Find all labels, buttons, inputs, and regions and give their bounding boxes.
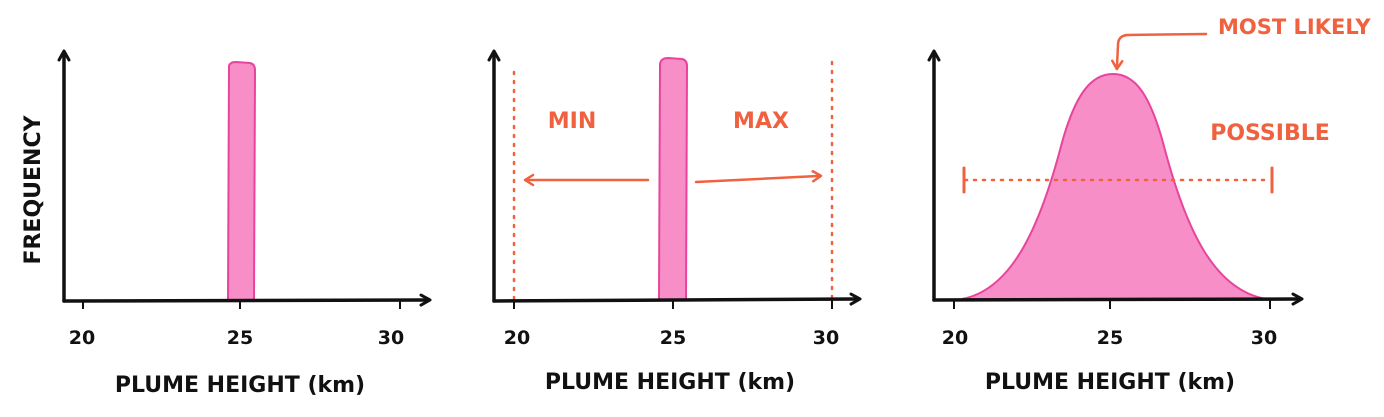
panel-3-most-likely-arrow bbox=[1110, 32, 1208, 71]
panel-2-x-label: PLUME HEIGHT (km) bbox=[545, 370, 795, 395]
panel-1-tick-label-20: 20 bbox=[69, 327, 95, 349]
panel-3-x-axis bbox=[932, 292, 1304, 306]
panel-2-max-arrow bbox=[694, 170, 823, 184]
panel-1-bar bbox=[226, 60, 257, 301]
panel-1-x-axis bbox=[62, 293, 432, 307]
panel-3-tick-label-30: 30 bbox=[1251, 327, 1277, 349]
panel-3-tick-label-25: 25 bbox=[1097, 327, 1123, 349]
panel-2-min-label: MIN bbox=[548, 109, 597, 134]
panel-1: 20 25 30 FREQUENCY PLUME HEIGHT (km) bbox=[21, 49, 432, 398]
panel-1-x-label: PLUME HEIGHT (km) bbox=[115, 373, 365, 398]
panel-2-tick-label-20: 20 bbox=[504, 327, 530, 349]
panel-3: MOST LIKELY POSSIBLE 20 25 30 PLUME HEIG… bbox=[927, 15, 1371, 395]
panel-1-tick-label-30: 30 bbox=[378, 327, 404, 349]
panel-2-x-axis bbox=[492, 292, 862, 306]
panel-2: MIN MAX 20 25 30 PLUME HEIGHT (km) bbox=[487, 49, 862, 395]
panel-3-x-label: PLUME HEIGHT (km) bbox=[985, 370, 1235, 395]
panel-2-tick-label-25: 25 bbox=[660, 327, 686, 349]
panel-1-y-label: FREQUENCY bbox=[21, 114, 46, 264]
panel-2-max-label: MAX bbox=[733, 109, 789, 134]
panel-2-tick-label-30: 30 bbox=[813, 327, 839, 349]
panel-3-possible-label: POSSIBLE bbox=[1210, 121, 1330, 146]
panel-3-tick-label-20: 20 bbox=[942, 327, 968, 349]
panel-1-tick-label-25: 25 bbox=[227, 327, 253, 349]
panel-3-distribution-curve bbox=[961, 72, 1267, 300]
panel-3-most-likely-label: MOST LIKELY bbox=[1218, 15, 1371, 39]
panel-2-bar bbox=[657, 56, 689, 301]
